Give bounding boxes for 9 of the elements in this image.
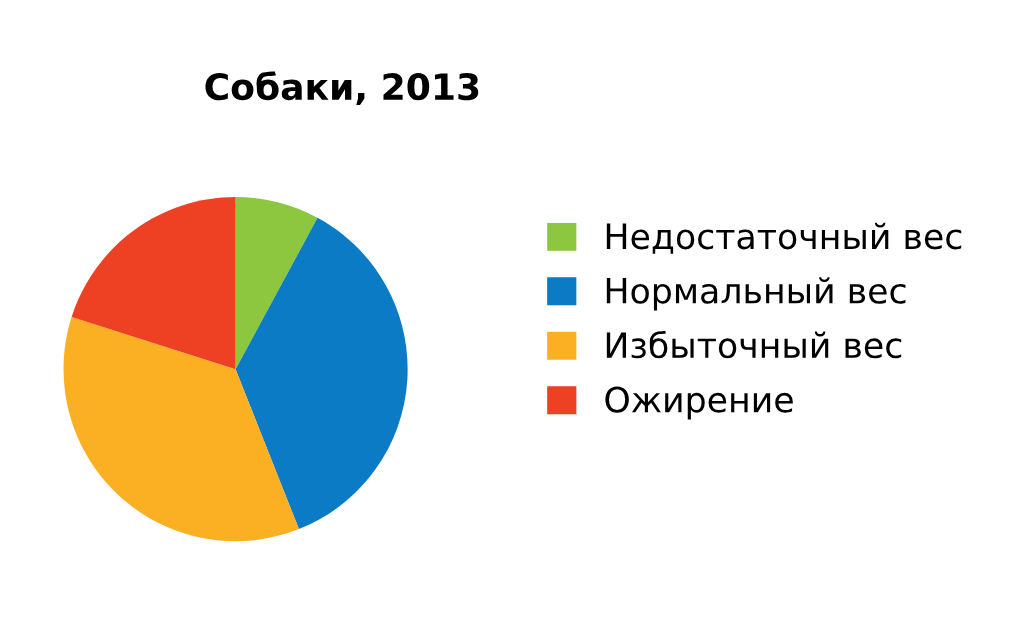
legend-label: Избыточный вес xyxy=(606,330,902,359)
chart-title: Собаки, 2013 xyxy=(205,71,479,105)
pie-slice xyxy=(235,197,318,370)
legend-label: Ожирение xyxy=(605,386,793,420)
pie-slice xyxy=(71,197,236,370)
legend-label: Недостаточный вес xyxy=(606,222,962,254)
pie-slice xyxy=(63,317,299,542)
legend-label: Нормальный вес xyxy=(606,277,906,311)
pie-slice xyxy=(235,217,408,530)
